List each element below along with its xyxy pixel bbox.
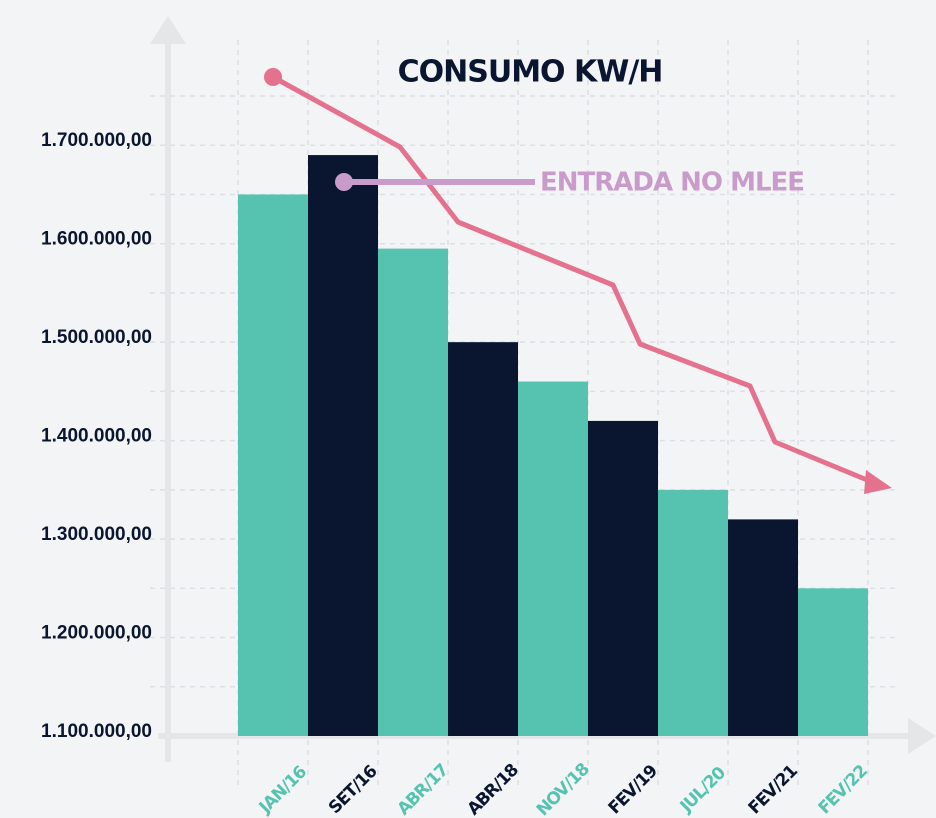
chart-title: CONSUMO KW/H — [398, 55, 663, 90]
annotation: ENTRADA NO MLEE — [540, 168, 804, 198]
y-tick-label: 1.400.000,00 — [41, 426, 152, 447]
x-tick-label: JUL/20 — [676, 763, 730, 817]
y-tick-label: 1.300.000,00 — [41, 524, 152, 545]
trend-line — [271, 74, 873, 485]
x-tick-label: ABR/17 — [394, 761, 453, 818]
y-tick-label: 1.500.000,00 — [41, 327, 152, 348]
bar — [378, 248, 448, 736]
annotation-dot — [335, 173, 353, 191]
x-tick-label: FEV/19 — [605, 762, 662, 818]
x-tick-label: NOV/18 — [533, 760, 593, 818]
y-axis-arrow — [150, 16, 186, 44]
bar — [308, 155, 378, 737]
bar — [238, 194, 308, 736]
x-tick-label: ABR/18 — [464, 761, 523, 818]
bar — [448, 342, 518, 736]
x-tick-label: SET/16 — [325, 762, 381, 818]
y-tick-label: 1.200.000,00 — [41, 623, 152, 644]
bar — [798, 588, 868, 736]
bar — [728, 519, 798, 736]
y-tick-label: 1.700.000,00 — [41, 130, 152, 151]
trend-arrow — [864, 470, 892, 494]
x-tick-label: FEV/21 — [745, 762, 802, 818]
x-tick-label: JAN/16 — [255, 762, 311, 818]
bars — [238, 155, 868, 737]
x-tick-label: FEV/22 — [815, 762, 872, 818]
bar — [658, 489, 728, 736]
trend-start — [264, 68, 282, 86]
x-axis-arrow — [908, 718, 936, 754]
bar — [518, 381, 588, 736]
y-tick-label: 1.600.000,00 — [41, 229, 152, 250]
bar — [588, 420, 658, 736]
y-tick-label: 1.100.000,00 — [41, 721, 152, 742]
